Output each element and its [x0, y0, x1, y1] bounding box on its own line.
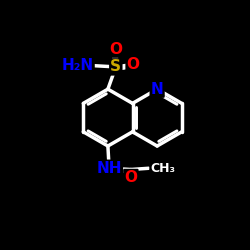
Text: NH: NH	[96, 161, 122, 176]
Text: N: N	[151, 82, 164, 97]
Text: O: O	[109, 42, 122, 56]
Text: O: O	[126, 57, 140, 72]
Text: CH₃: CH₃	[150, 162, 175, 175]
Text: O: O	[124, 170, 138, 185]
Text: H₂N: H₂N	[62, 58, 94, 73]
Text: S: S	[110, 60, 121, 74]
